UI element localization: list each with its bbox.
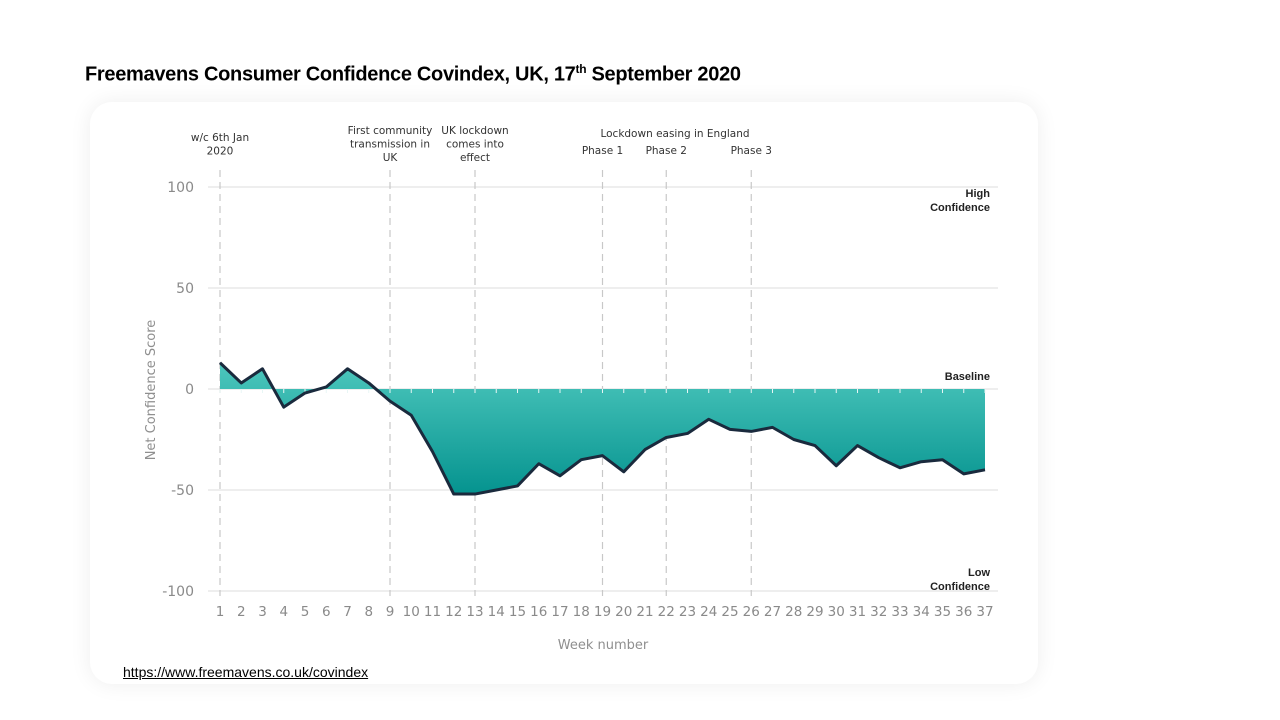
y-tick-label: -50	[171, 483, 194, 499]
event-annotation-line: First community	[348, 125, 433, 137]
x-tick-label: 1	[216, 604, 225, 620]
x-tick-label: 35	[934, 604, 951, 620]
x-tick-label: 32	[870, 604, 887, 620]
side-label: High	[966, 188, 991, 200]
event-annotation-line: Phase 2	[646, 145, 687, 157]
x-tick-label: 29	[806, 604, 823, 620]
x-tick-label: 18	[573, 604, 590, 620]
x-tick-label: 7	[343, 604, 352, 620]
x-tick-label: 10	[403, 604, 420, 620]
x-tick-label: 23	[679, 604, 696, 620]
event-annotations: w/c 6th Jan 2020 First community transmissi…	[191, 125, 772, 164]
y-tick-label: 100	[167, 180, 194, 196]
side-label: Confidence	[930, 581, 990, 593]
x-tick-label: 21	[636, 604, 653, 620]
title-end: September 2020	[586, 63, 741, 86]
x-tick-label: 8	[364, 604, 373, 620]
event-annotation-line: comes into	[446, 139, 504, 151]
side-labels: High Confidence Baseline Low Confidence	[930, 188, 990, 593]
side-label: Baseline	[945, 371, 990, 383]
x-tick-label: 28	[785, 604, 802, 620]
x-tick-label: 4	[279, 604, 288, 620]
side-label: Confidence	[930, 202, 990, 214]
x-tick-label: 17	[551, 604, 568, 620]
x-tick-label: 3	[258, 604, 267, 620]
x-axis-label: Week number	[558, 638, 649, 653]
x-tick-label: 15	[509, 604, 526, 620]
x-tick-label: 9	[386, 604, 395, 620]
source-link[interactable]: https://www.freemavens.co.uk/covindex	[123, 664, 369, 680]
slide-title: Freemavens Consumer Confidence Covindex,…	[85, 62, 741, 87]
y-axis-label: Net Confidence Score	[144, 320, 159, 461]
x-tick-label: 36	[955, 604, 972, 620]
area-fill	[220, 362, 985, 495]
area-series	[220, 362, 985, 495]
event-annotation-line: 2020	[207, 146, 234, 158]
title-superscript: th	[575, 62, 587, 76]
event-annotation-line: UK lockdown	[441, 125, 508, 137]
event-annotation-line: UK	[383, 152, 399, 164]
lockdown-easing-annotation: Lockdown easing in England	[600, 128, 749, 140]
event-annotation-line: Phase 1	[582, 145, 623, 157]
x-tick-label: 30	[828, 604, 845, 620]
event-annotation-line: transmission in	[350, 139, 430, 151]
x-tick-label: 16	[530, 604, 547, 620]
x-tick-label: 31	[849, 604, 866, 620]
x-tick-label: 5	[301, 604, 310, 620]
x-tick-label: 6	[322, 604, 331, 620]
x-tick-label: 2	[237, 604, 246, 620]
x-tick-label: 24	[700, 604, 717, 620]
y-tick-label: 50	[176, 281, 194, 297]
y-tick-label: -100	[162, 584, 194, 600]
event-annotation-line: Phase 3	[731, 145, 772, 157]
event-lines	[219, 170, 752, 596]
x-tick-label: 14	[488, 604, 505, 620]
y-axis-ticks: 100 50 0 -50 -100	[162, 180, 194, 600]
x-tick-label: 13	[466, 604, 483, 620]
x-tick-label: 12	[445, 604, 462, 620]
event-annotation-line: w/c 6th Jan	[191, 132, 249, 144]
event-annotation-line: effect	[460, 152, 490, 164]
x-tick-label: 27	[764, 604, 781, 620]
x-tick-label: 11	[424, 604, 441, 620]
x-tick-label: 19	[594, 604, 611, 620]
x-tick-label: 25	[721, 604, 738, 620]
line-series	[218, 361, 986, 496]
side-label: Low	[968, 567, 990, 579]
x-tick-label: 37	[976, 604, 993, 620]
y-tick-label: 0	[185, 382, 194, 398]
x-tick-label: 34	[913, 604, 930, 620]
x-tick-label: 20	[615, 604, 632, 620]
x-axis-ticks: 1 2 3 4 5 6 7 8 9 10 11 12 13 14 15 16 17 18 19 20 21 22 23 24 2…	[216, 604, 994, 620]
x-tick-label: 26	[743, 604, 760, 620]
title-main: Freemavens Consumer Confidence Covindex,…	[85, 63, 576, 86]
x-tick-label: 33	[891, 604, 908, 620]
x-tick-label: 22	[658, 604, 675, 620]
baseline-ticks	[219, 389, 986, 393]
